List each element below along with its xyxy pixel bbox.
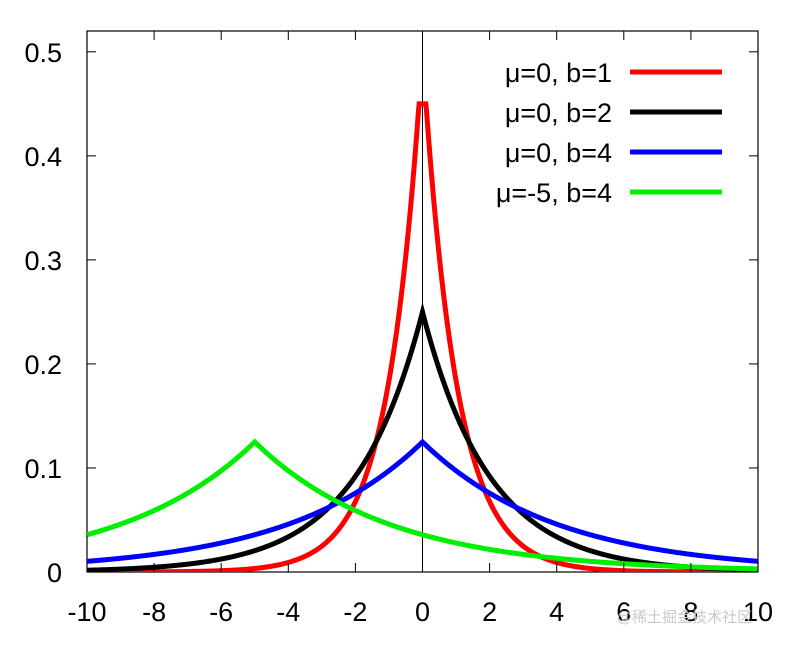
- x-tick-label: 10: [743, 597, 773, 627]
- y-tick-label: 0.1: [24, 454, 62, 484]
- y-tick-label: 0.3: [24, 246, 62, 276]
- axes-layer: -10 -8 -6 -4 -2 0 2 4 6 8 10 0 0.1 0.2 0.3 0.4 0.5: [24, 31, 773, 627]
- x-tick-label: 4: [549, 597, 564, 627]
- x-tick-label: -6: [209, 597, 233, 627]
- legend-label: μ=0, b=1: [505, 58, 612, 88]
- series-line--0-b-1: [87, 101, 758, 572]
- x-tick-label: 8: [683, 597, 698, 627]
- y-tick-label: 0.4: [24, 142, 62, 172]
- series-layer: [87, 101, 758, 572]
- watermark: @稀土掘金技术社区: [617, 608, 753, 626]
- y-tick-label: 0.5: [24, 38, 62, 68]
- x-tick-label: -4: [276, 597, 300, 627]
- legend-label: μ=-5, b=4: [496, 178, 612, 208]
- y-tick-label: 0.2: [24, 350, 62, 380]
- x-tick-label: 0: [415, 597, 430, 627]
- legend-label: μ=0, b=4: [505, 138, 612, 168]
- x-tick-label: 2: [482, 597, 497, 627]
- x-tick-label: -8: [142, 597, 166, 627]
- series-line--0-b-4: [87, 438, 758, 564]
- x-tick-label: 6: [616, 597, 631, 627]
- legend: μ=0, b=1 μ=0, b=2 μ=0, b=4 μ=-5, b=4: [496, 58, 722, 208]
- x-tick-label: -10: [67, 597, 106, 627]
- series-line--5-b-4: [87, 438, 758, 572]
- y-tick-label: 0: [47, 558, 62, 588]
- x-tick-label: -2: [343, 597, 367, 627]
- legend-label: μ=0, b=2: [505, 98, 612, 128]
